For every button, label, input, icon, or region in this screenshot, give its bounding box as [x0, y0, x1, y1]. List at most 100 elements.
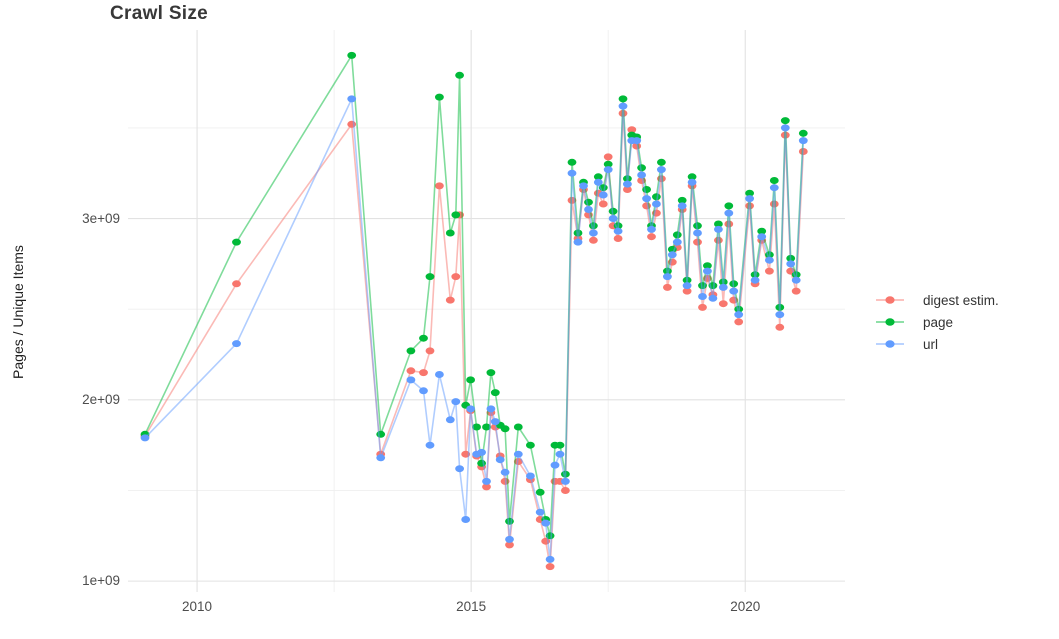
data-point [757, 227, 767, 235]
data-point [780, 124, 790, 132]
legend-item-digest-estim: digest estim. [875, 289, 999, 311]
data-point [526, 441, 535, 449]
data-point [555, 450, 565, 458]
data-point [769, 177, 779, 184]
data-point [729, 287, 739, 295]
data-point [798, 137, 808, 145]
data-point [667, 251, 677, 259]
data-point [791, 287, 801, 295]
data-point [232, 340, 241, 348]
data-point [573, 238, 583, 246]
data-point [718, 300, 728, 308]
data-point [567, 169, 577, 177]
data-point [406, 367, 416, 375]
data-point [526, 472, 535, 480]
legend: digest estim. page url [875, 289, 999, 355]
data-point [482, 423, 491, 431]
data-point [140, 434, 150, 442]
x-tick-label: 2020 [730, 599, 761, 614]
data-point [642, 195, 651, 203]
data-point [513, 450, 523, 458]
legend-label-digest-estim: digest estim. [923, 292, 999, 308]
data-point [406, 347, 416, 355]
data-point [603, 153, 613, 161]
legend-label-url: url [923, 336, 939, 352]
data-point [703, 262, 712, 270]
data-point [561, 477, 570, 485]
data-point [682, 287, 692, 295]
data-point [698, 303, 707, 311]
data-point [584, 206, 593, 213]
data-point [445, 416, 455, 424]
data-point [780, 117, 790, 125]
data-point [718, 283, 728, 291]
data-point [618, 95, 628, 103]
data-point [652, 200, 661, 208]
data-point [505, 535, 514, 543]
data-point [419, 369, 428, 377]
data-point [482, 483, 491, 491]
data-point [451, 398, 461, 406]
data-point [750, 276, 760, 284]
data-point [477, 459, 486, 467]
legend-item-page: page [875, 311, 999, 333]
data-point [584, 198, 593, 206]
data-point [425, 347, 435, 355]
data-point [745, 195, 754, 203]
legend-marker-url-icon [876, 340, 904, 348]
data-point [461, 516, 471, 523]
data-point [757, 233, 767, 241]
data-point [232, 238, 241, 246]
legend-marker-page-icon [876, 318, 904, 326]
data-point [714, 225, 723, 233]
data-point [677, 202, 687, 210]
data-point [550, 461, 560, 469]
series-line-digest-estim- [144, 113, 805, 567]
data-point [419, 334, 428, 342]
y-axis-label: Pages / Unique Items [10, 245, 26, 379]
data-point [798, 129, 808, 137]
data-point [482, 477, 491, 485]
data-point [598, 191, 608, 199]
data-point [435, 93, 444, 101]
data-point [657, 166, 666, 174]
data-point [672, 238, 682, 246]
data-point [505, 517, 514, 525]
series-points-digest-estim- [140, 109, 808, 571]
data-point [490, 389, 500, 397]
data-point [376, 454, 386, 462]
data-point [608, 215, 618, 222]
data-point [500, 425, 510, 433]
data-point [541, 519, 551, 527]
data-point [663, 273, 672, 281]
data-point [376, 430, 386, 438]
data-point [657, 158, 666, 166]
data-point [505, 541, 514, 549]
data-point [589, 229, 598, 237]
data-point [495, 456, 505, 464]
data-point [406, 376, 416, 384]
data-point [593, 178, 603, 186]
data-point [734, 318, 744, 326]
data-point [637, 171, 646, 179]
data-point [687, 178, 697, 186]
data-point [513, 423, 523, 431]
y-tick-label: 3e+09 [82, 210, 120, 226]
data-point [425, 441, 435, 449]
data-point [419, 387, 428, 395]
data-point [445, 296, 455, 304]
data-point [561, 487, 570, 494]
data-point [535, 508, 545, 516]
data-point [435, 371, 444, 378]
data-point [347, 95, 357, 103]
data-point [632, 137, 642, 145]
data-point [589, 236, 598, 244]
data-point [687, 173, 697, 181]
data-point [693, 229, 702, 237]
data-point [765, 256, 774, 264]
data-point [618, 102, 628, 110]
y-tick-label: 2e+09 [82, 391, 120, 407]
data-point [627, 126, 637, 134]
data-point [593, 173, 603, 181]
data-point [765, 267, 774, 275]
